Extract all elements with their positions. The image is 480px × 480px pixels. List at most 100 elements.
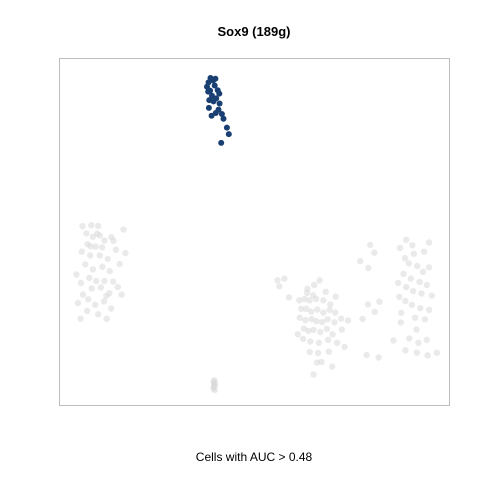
background-point-37	[79, 291, 87, 298]
background-point-131	[398, 309, 405, 317]
background-point-120	[418, 290, 425, 297]
background-point-130	[359, 315, 366, 323]
highlighted-point-21	[212, 75, 219, 82]
background-point-81	[338, 326, 345, 333]
background-point-117	[394, 279, 402, 287]
background-point-133	[421, 316, 429, 323]
background-point-43	[95, 311, 102, 318]
background-point-145	[390, 337, 397, 344]
background-point-54	[296, 297, 303, 304]
background-point-98	[322, 288, 329, 295]
background-point-36	[74, 299, 82, 307]
background-point-68	[302, 316, 309, 324]
background-point-138	[423, 336, 430, 343]
background-point-42	[77, 315, 84, 322]
background-point-55	[301, 295, 308, 303]
background-point-47	[87, 243, 94, 250]
background-point-65	[326, 306, 333, 314]
background-point-137	[415, 339, 422, 346]
background-point-107	[410, 250, 417, 257]
chart-title: Sox9 (189g)	[218, 24, 291, 39]
background-point-111	[419, 268, 427, 275]
background-point-6	[101, 237, 108, 244]
background-point-123	[402, 297, 409, 305]
highlighted-point-3	[211, 82, 218, 89]
background-point-119	[409, 288, 417, 295]
background-point-79	[323, 325, 331, 333]
background-point-25	[93, 277, 100, 285]
background-point-48	[274, 277, 281, 284]
background-point-16	[104, 255, 112, 263]
background-point-135	[413, 326, 420, 333]
background-point-94	[344, 317, 352, 324]
background-point-141	[424, 352, 431, 359]
background-point-74	[337, 315, 345, 322]
background-point-147	[425, 239, 433, 246]
background-point-9	[98, 244, 106, 251]
background-point-109	[405, 260, 412, 267]
background-point-3	[83, 230, 90, 237]
highlighted-point-23	[216, 90, 223, 97]
highlighted-point-14	[218, 111, 225, 117]
background-point-58	[320, 297, 327, 304]
background-point-114	[407, 275, 414, 282]
background-point-103	[365, 264, 372, 272]
background-point-63	[314, 306, 321, 313]
background-point-39	[93, 230, 101, 237]
background-point-12	[110, 237, 117, 244]
background-point-13	[78, 248, 86, 255]
background-point-97	[303, 289, 311, 297]
background-point-32	[114, 283, 122, 291]
background-point-89	[325, 348, 332, 355]
background-point-2	[95, 222, 102, 230]
background-point-73	[331, 319, 338, 326]
background-point-35	[100, 298, 108, 305]
background-point-95	[294, 331, 301, 338]
background-point-88	[314, 349, 322, 357]
background-point-87	[306, 348, 313, 356]
highlighted-point-22	[206, 97, 213, 104]
background-point-14	[87, 252, 94, 259]
background-point-122	[396, 293, 403, 301]
highlighted-point-20	[205, 88, 212, 95]
background-point-78	[317, 328, 324, 336]
background-point-140	[413, 349, 421, 356]
background-point-53	[316, 277, 323, 284]
background-point-129	[376, 298, 383, 305]
background-point-41	[108, 305, 115, 312]
background-point-17	[112, 246, 120, 253]
highlighted-point-17	[223, 124, 230, 131]
background-point-40	[122, 249, 129, 257]
background-point-49	[281, 275, 288, 282]
background-point-19	[89, 266, 97, 273]
background-point-116	[423, 281, 430, 289]
background-point-99	[332, 293, 339, 300]
background-point-124	[408, 301, 416, 308]
background-point-110	[414, 262, 421, 270]
background-point-24	[86, 274, 93, 282]
background-point-128	[371, 308, 378, 316]
background-point-108	[421, 248, 428, 255]
background-point-0	[79, 223, 86, 230]
background-point-157	[210, 378, 218, 385]
background-point-115	[416, 278, 423, 286]
highlighted-point-16	[220, 115, 227, 122]
x-axis-label: Cells with AUC > 0.48	[196, 450, 313, 464]
background-point-62	[308, 308, 315, 315]
background-point-29	[88, 285, 95, 292]
background-point-121	[428, 292, 435, 299]
background-point-96	[318, 358, 325, 366]
background-point-101	[309, 292, 317, 299]
background-point-112	[425, 264, 433, 271]
background-point-105	[396, 244, 404, 252]
background-point-66	[332, 309, 339, 316]
background-point-18	[82, 261, 89, 268]
background-point-23	[73, 271, 80, 278]
background-point-144	[375, 354, 382, 361]
background-point-70	[313, 317, 320, 325]
background-point-80	[329, 331, 336, 338]
background-point-22	[116, 260, 123, 268]
background-point-148	[403, 236, 410, 243]
background-point-149	[367, 241, 374, 249]
background-point-60	[298, 305, 305, 312]
